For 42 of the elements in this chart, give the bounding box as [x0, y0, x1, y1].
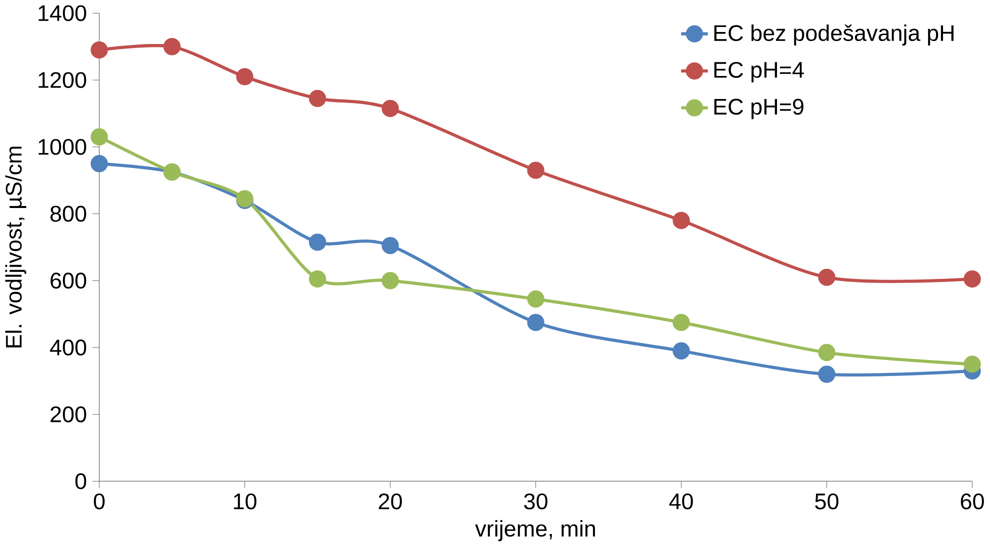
- x-tick-label: 50: [815, 493, 838, 510]
- point: [382, 272, 399, 290]
- point: [672, 314, 690, 331]
- point: [308, 233, 326, 251]
- x-tick-label: 0: [94, 493, 105, 510]
- point: [382, 236, 399, 254]
- y-tick-label: 600: [50, 272, 86, 288]
- y-axis-title: El. vodljivost, µS/cm: [5, 146, 26, 348]
- legend-label: EC pH=4: [714, 62, 804, 82]
- y-tick-label: 1400: [38, 5, 86, 21]
- point: [382, 100, 399, 117]
- point: [308, 270, 326, 288]
- x-axis-title: vrijeme, min: [475, 520, 595, 541]
- point: [527, 290, 544, 308]
- y-tick-label: 1200: [38, 72, 86, 88]
- point: [527, 314, 544, 331]
- legend-label: EC pH=9: [714, 98, 804, 120]
- point: [964, 270, 981, 288]
- x-tick-label: 40: [669, 493, 693, 510]
- point: [818, 344, 836, 361]
- x-tick-label: 20: [378, 493, 402, 510]
- point: [90, 154, 108, 172]
- x-tick-label: 60: [960, 493, 984, 510]
- y-tick-label: 0: [75, 473, 86, 490]
- point: [672, 212, 690, 229]
- point: [236, 68, 254, 86]
- x-tick-label: 10: [234, 493, 256, 510]
- x-tick-label: 30: [524, 493, 548, 510]
- legend-label: EC bez podešavanja pH: [714, 24, 954, 46]
- point: [163, 38, 181, 56]
- y-tick-label: 800: [50, 206, 86, 222]
- point: [308, 90, 326, 107]
- point: [527, 162, 544, 179]
- y-tick-label: 1000: [38, 138, 86, 155]
- point: [90, 41, 108, 58]
- point: [90, 128, 108, 146]
- point: [672, 342, 690, 360]
- y-tick-label: 200: [50, 406, 86, 422]
- point: [818, 268, 836, 286]
- y-tick-label: 400: [50, 339, 86, 356]
- point: [818, 366, 836, 383]
- point: [964, 355, 981, 373]
